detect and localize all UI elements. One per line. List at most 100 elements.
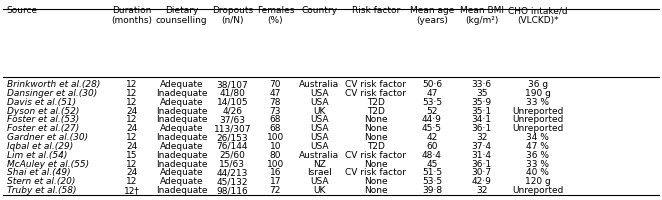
- Text: Iqbal et al.(29): Iqbal et al.(29): [7, 142, 73, 151]
- Text: Adequate: Adequate: [160, 142, 203, 151]
- Text: 34 %: 34 %: [526, 133, 549, 142]
- Text: Dansinger et al.(30): Dansinger et al.(30): [7, 89, 97, 98]
- Text: 48·4: 48·4: [422, 151, 442, 160]
- Text: UK: UK: [313, 107, 326, 116]
- Text: 120 g: 120 g: [525, 177, 551, 186]
- Text: Mean age
(years): Mean age (years): [410, 6, 454, 25]
- Text: Israel: Israel: [307, 168, 332, 177]
- Text: 24: 24: [126, 107, 137, 116]
- Text: Stern et al.(20): Stern et al.(20): [7, 177, 75, 186]
- Text: 36 g: 36 g: [528, 80, 548, 89]
- Text: Country: Country: [301, 6, 338, 15]
- Text: Adequate: Adequate: [160, 168, 203, 177]
- Text: 12: 12: [126, 177, 138, 186]
- Text: 38/107: 38/107: [216, 80, 248, 89]
- Text: USA: USA: [310, 98, 328, 107]
- Text: Brinkworth et al.(28): Brinkworth et al.(28): [7, 80, 100, 89]
- Text: None: None: [364, 133, 387, 142]
- Text: USA: USA: [310, 89, 328, 98]
- Text: Adequate: Adequate: [160, 80, 203, 89]
- Text: 35·9: 35·9: [471, 98, 492, 107]
- Text: Inadequate: Inadequate: [156, 133, 207, 142]
- Text: 37/63: 37/63: [219, 115, 246, 124]
- Text: 33 %: 33 %: [526, 160, 549, 169]
- Text: Davis et al.(51): Davis et al.(51): [7, 98, 75, 107]
- Text: 113/307: 113/307: [214, 124, 251, 133]
- Text: Dietary
counselling: Dietary counselling: [156, 6, 207, 25]
- Text: Unreported: Unreported: [512, 186, 563, 195]
- Text: 32: 32: [476, 133, 487, 142]
- Text: Australia: Australia: [299, 80, 340, 89]
- Text: 33·6: 33·6: [471, 80, 492, 89]
- Text: None: None: [364, 186, 387, 195]
- Text: 45: 45: [426, 160, 438, 169]
- Text: Australia: Australia: [299, 151, 340, 160]
- Text: 12: 12: [126, 115, 138, 124]
- Text: 30·7: 30·7: [471, 168, 492, 177]
- Text: 15: 15: [126, 151, 138, 160]
- Text: 4/26: 4/26: [222, 107, 242, 116]
- Text: 35·1: 35·1: [471, 107, 492, 116]
- Text: 72: 72: [269, 186, 281, 195]
- Text: 32: 32: [476, 186, 487, 195]
- Text: 10: 10: [269, 142, 281, 151]
- Text: 34·1: 34·1: [471, 115, 492, 124]
- Text: 41/80: 41/80: [219, 89, 246, 98]
- Text: 53·5: 53·5: [422, 177, 442, 186]
- Text: Inadequate: Inadequate: [156, 89, 207, 98]
- Text: 190 g: 190 g: [525, 89, 551, 98]
- Text: 47: 47: [269, 89, 281, 98]
- Text: 12: 12: [126, 80, 138, 89]
- Text: 60: 60: [426, 142, 438, 151]
- Text: USA: USA: [310, 115, 328, 124]
- Text: USA: USA: [310, 133, 328, 142]
- Text: 37·4: 37·4: [471, 142, 492, 151]
- Text: 35: 35: [476, 89, 487, 98]
- Text: Adequate: Adequate: [160, 98, 203, 107]
- Text: 40 %: 40 %: [526, 168, 549, 177]
- Text: 100: 100: [267, 160, 284, 169]
- Text: Unreported: Unreported: [512, 107, 563, 116]
- Text: Unreported: Unreported: [512, 115, 563, 124]
- Text: CV risk factor: CV risk factor: [345, 89, 406, 98]
- Text: Adequate: Adequate: [160, 124, 203, 133]
- Text: CV risk factor: CV risk factor: [345, 168, 406, 177]
- Text: Inadequate: Inadequate: [156, 186, 207, 195]
- Text: T2D: T2D: [367, 98, 385, 107]
- Text: 76/144: 76/144: [216, 142, 248, 151]
- Text: UK: UK: [313, 186, 326, 195]
- Text: 68: 68: [269, 124, 281, 133]
- Text: Inadequate: Inadequate: [156, 115, 207, 124]
- Text: 39·8: 39·8: [422, 186, 442, 195]
- Text: 12†: 12†: [124, 186, 140, 195]
- Text: Shai et al.(49): Shai et al.(49): [7, 168, 70, 177]
- Text: USA: USA: [310, 142, 328, 151]
- Text: 50·6: 50·6: [422, 80, 442, 89]
- Text: 42·9: 42·9: [471, 177, 492, 186]
- Text: 24: 24: [126, 124, 137, 133]
- Text: CV risk factor: CV risk factor: [345, 151, 406, 160]
- Text: 73: 73: [269, 107, 281, 116]
- Text: 44/213: 44/213: [216, 168, 248, 177]
- Text: 24: 24: [126, 142, 137, 151]
- Text: Adequate: Adequate: [160, 177, 203, 186]
- Text: USA: USA: [310, 124, 328, 133]
- Text: 12: 12: [126, 133, 138, 142]
- Text: Lim et al.(54): Lim et al.(54): [7, 151, 67, 160]
- Text: None: None: [364, 124, 387, 133]
- Text: 16: 16: [269, 168, 281, 177]
- Text: Foster et al.(53): Foster et al.(53): [7, 115, 79, 124]
- Text: McAuley et al.(55): McAuley et al.(55): [7, 160, 89, 169]
- Text: 12: 12: [126, 98, 138, 107]
- Text: 51·5: 51·5: [422, 168, 442, 177]
- Text: Inadequate: Inadequate: [156, 160, 207, 169]
- Text: T2D: T2D: [367, 142, 385, 151]
- Text: 15/63: 15/63: [219, 160, 246, 169]
- Text: 70: 70: [269, 80, 281, 89]
- Text: 12: 12: [126, 160, 138, 169]
- Text: 47: 47: [426, 89, 438, 98]
- Text: 47 %: 47 %: [526, 142, 549, 151]
- Text: Inadequate: Inadequate: [156, 151, 207, 160]
- Text: 36·1: 36·1: [471, 160, 492, 169]
- Text: USA: USA: [310, 177, 328, 186]
